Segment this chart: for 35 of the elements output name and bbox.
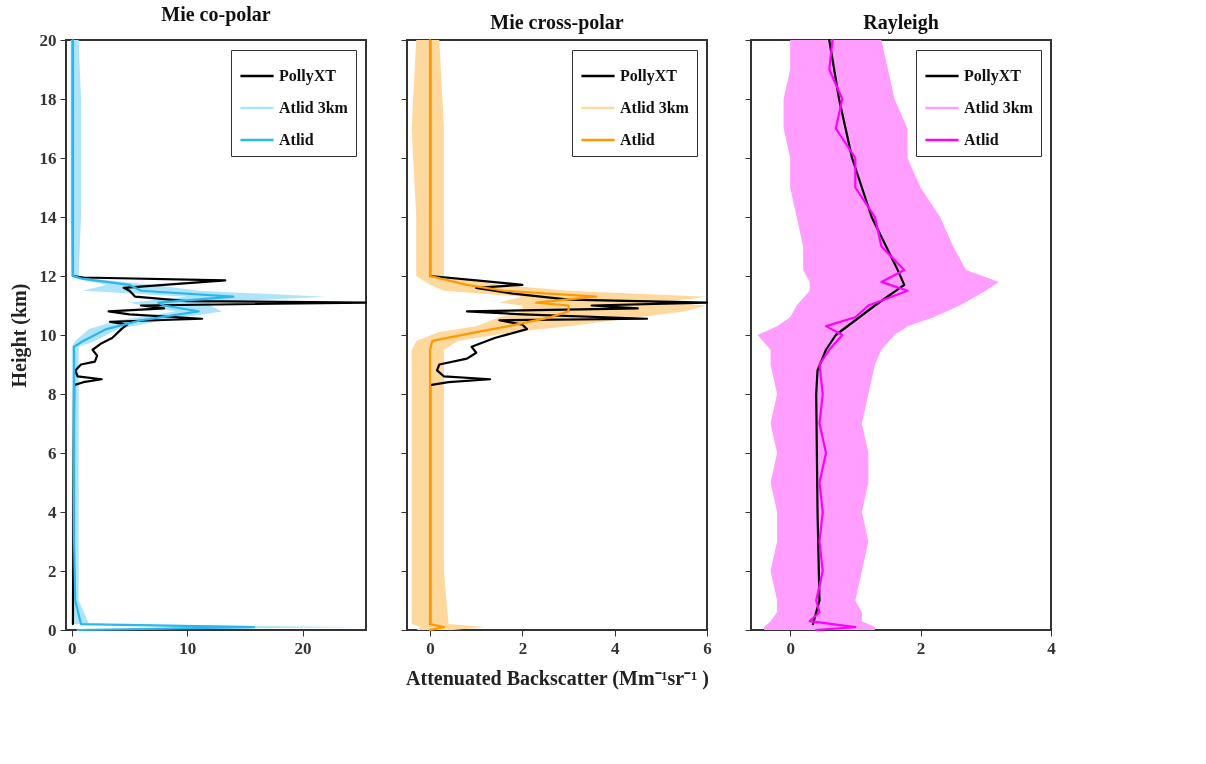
legend-label: PollyXT bbox=[620, 67, 678, 85]
annotation: Atlid 3km bbox=[620, 99, 690, 116]
legend-label: Atlid bbox=[279, 131, 314, 148]
y-tick-label: 14 bbox=[39, 207, 57, 227]
x-tick-label: 2 bbox=[916, 638, 926, 658]
y-tick-label: 18 bbox=[39, 89, 57, 109]
x-tick-label: 4 bbox=[1047, 638, 1057, 658]
y-tick-label: 16 bbox=[39, 148, 57, 168]
x-tick-label: 0 bbox=[786, 638, 795, 658]
x-tick-label: 20 bbox=[294, 638, 312, 658]
y-tick-label: 20 bbox=[39, 30, 57, 50]
y-tick-label: 10 bbox=[39, 325, 57, 345]
chart-title: Mie co-polar bbox=[161, 3, 271, 26]
annotation: Atlid 3km bbox=[964, 99, 1034, 116]
y-tick-label: 4 bbox=[48, 502, 57, 522]
legend-label: Atlid bbox=[620, 131, 655, 148]
chart-title: Mie cross-polar bbox=[490, 10, 624, 34]
legend-label: PollyXT bbox=[279, 67, 337, 85]
y-tick-label: 12 bbox=[39, 266, 57, 286]
y-tick-label: 6 bbox=[48, 443, 57, 463]
x-tick-label: 2 bbox=[518, 638, 528, 658]
x-tick-label: 4 bbox=[610, 638, 620, 658]
legend-label: PollyXT bbox=[964, 67, 1022, 85]
x-tick-label: 10 bbox=[179, 638, 197, 658]
chart-title: Rayleigh bbox=[863, 10, 939, 34]
y-tick-label: 0 bbox=[48, 620, 57, 640]
x-axis-title: Attenuated Backscatter (Mm⁻¹sr⁻¹ ) bbox=[406, 666, 709, 690]
y-tick-label: 8 bbox=[48, 384, 57, 404]
y-axis-title: Height (km) bbox=[7, 283, 31, 388]
legend-label: Atlid bbox=[964, 131, 999, 148]
annotation: Atlid 3km bbox=[279, 99, 349, 116]
x-tick-label: 6 bbox=[703, 638, 712, 658]
y-tick-label: 2 bbox=[48, 561, 57, 581]
x-tick-label: 0 bbox=[426, 638, 435, 658]
x-tick-label: 0 bbox=[68, 638, 77, 658]
